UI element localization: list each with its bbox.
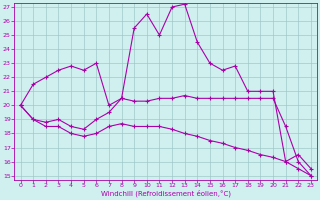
X-axis label: Windchill (Refroidissement éolien,°C): Windchill (Refroidissement éolien,°C) [101, 190, 231, 197]
